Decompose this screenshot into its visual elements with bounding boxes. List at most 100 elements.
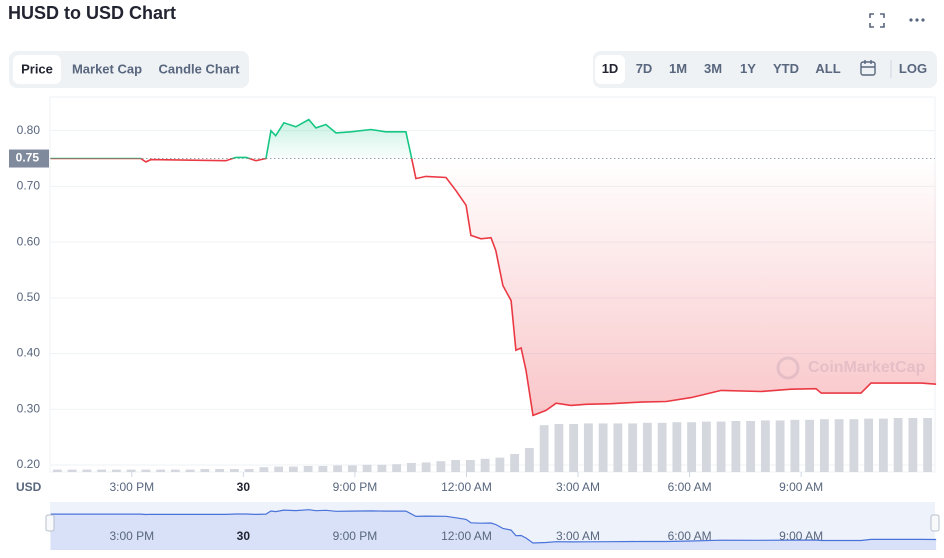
- volume-bar: [569, 424, 579, 472]
- calendar-icon[interactable]: [860, 60, 876, 76]
- volume-bar: [347, 465, 357, 472]
- navigator-tick-label: 3:00 PM: [109, 529, 154, 543]
- navigator-tick-label: 12:00 AM: [441, 529, 492, 543]
- volume-bar: [746, 421, 756, 472]
- current-price-badge: [9, 149, 49, 168]
- volume-bar: [392, 464, 402, 472]
- range-button[interactable]: 7D: [636, 61, 653, 76]
- volume-bar: [288, 466, 298, 472]
- volume-bar: [510, 454, 520, 472]
- navigator-tick-label: 9:00 AM: [779, 529, 823, 543]
- volume-bar: [200, 469, 210, 472]
- volume-bar: [878, 418, 888, 472]
- price-area: [50, 119, 937, 416]
- volume-bar: [52, 469, 62, 472]
- y-tick-label: 0.30: [17, 401, 41, 415]
- navigator-handle[interactable]: [930, 514, 940, 532]
- volume-bar: [598, 423, 608, 472]
- volume-bar: [451, 460, 461, 472]
- chart-title: HUSD to USD Chart: [8, 3, 176, 23]
- navigator-tick-label: 30: [237, 529, 251, 543]
- volume-bar: [687, 422, 697, 472]
- volume-bar: [864, 418, 874, 472]
- y-tick-label: 0.60: [17, 234, 41, 248]
- volume-bar: [819, 419, 829, 472]
- volume-bar: [628, 423, 638, 472]
- x-tick-label: 30: [237, 480, 251, 494]
- volume-bar: [465, 460, 475, 472]
- volume-bar: [436, 461, 446, 472]
- log-button[interactable]: LOG: [899, 61, 927, 76]
- range-button[interactable]: ALL: [815, 61, 840, 76]
- volume-bar: [67, 469, 77, 472]
- volume-bar: [657, 422, 667, 472]
- volume-bar: [406, 463, 416, 472]
- range-button[interactable]: 1D: [602, 61, 619, 76]
- y-tick-label: 0.80: [17, 123, 41, 137]
- volume-bar: [480, 458, 490, 472]
- y-tick-label: 0.40: [17, 346, 41, 360]
- volume-bar: [303, 466, 313, 472]
- y-tick-label: 0.50: [17, 290, 41, 304]
- volume-bar: [156, 469, 166, 472]
- volume-bar: [760, 420, 770, 472]
- volume-bar: [97, 469, 107, 472]
- volume-bar: [805, 419, 815, 472]
- volume-bar: [731, 421, 741, 472]
- y-tick-label: 0.20: [17, 457, 41, 471]
- range-button[interactable]: YTD: [773, 61, 799, 76]
- volume-bar: [126, 469, 136, 472]
- volume-bar: [421, 462, 431, 472]
- volume-bar: [244, 469, 254, 472]
- range-button[interactable]: 1Y: [740, 61, 756, 76]
- navigator-tick-label: 3:00 AM: [556, 529, 600, 543]
- range-button[interactable]: 1M: [669, 61, 687, 76]
- volume-bar: [274, 466, 284, 472]
- tab[interactable]: Candle Chart: [159, 61, 241, 76]
- more-icon[interactable]: [909, 18, 925, 22]
- volume-bar: [524, 448, 534, 472]
- volume-bar: [111, 469, 121, 472]
- range-button[interactable]: 3M: [704, 61, 722, 76]
- volume-bar: [141, 469, 151, 472]
- tab[interactable]: Market Cap: [72, 61, 142, 76]
- volume-bar: [259, 467, 269, 472]
- x-tick-label: 3:00 AM: [556, 480, 600, 494]
- current-price-label: 0.75: [16, 151, 40, 165]
- y-unit: USD: [16, 480, 42, 494]
- navigator-area: [50, 509, 937, 550]
- y-tick-label: 0.70: [17, 179, 41, 193]
- volume-bar: [642, 422, 652, 472]
- volume-bar: [672, 422, 682, 472]
- volume-bar: [893, 418, 903, 472]
- range-group: [593, 51, 937, 88]
- volume-bar: [790, 419, 800, 472]
- volume-bar: [849, 419, 859, 472]
- x-tick-label: 9:00 PM: [333, 480, 378, 494]
- x-tick-label: 3:00 PM: [109, 480, 154, 494]
- volume-bar: [333, 465, 343, 472]
- volume-bar: [908, 418, 918, 472]
- fullscreen-icon[interactable]: [869, 13, 885, 28]
- tab-active-bg: [13, 55, 61, 84]
- tab[interactable]: Price: [21, 61, 53, 76]
- tab-group: [9, 51, 249, 88]
- volume-bar: [495, 457, 505, 472]
- volume-bar: [701, 421, 711, 472]
- volume-bar: [185, 469, 195, 472]
- navigator-handle[interactable]: [45, 514, 55, 532]
- volume-bar: [229, 469, 239, 472]
- volume-bar: [215, 469, 225, 472]
- volume-bar: [554, 424, 564, 472]
- navigator-tick-label: 6:00 AM: [668, 529, 712, 543]
- volume-bar: [362, 464, 372, 472]
- volume-bar: [170, 469, 180, 472]
- volume-bar: [583, 423, 593, 472]
- volume-bar: [834, 419, 844, 472]
- x-tick-label: 9:00 AM: [779, 480, 823, 494]
- volume-bar: [923, 418, 933, 472]
- volume-bar: [716, 421, 726, 472]
- price-line: [50, 118, 937, 417]
- volume-bar: [82, 469, 92, 472]
